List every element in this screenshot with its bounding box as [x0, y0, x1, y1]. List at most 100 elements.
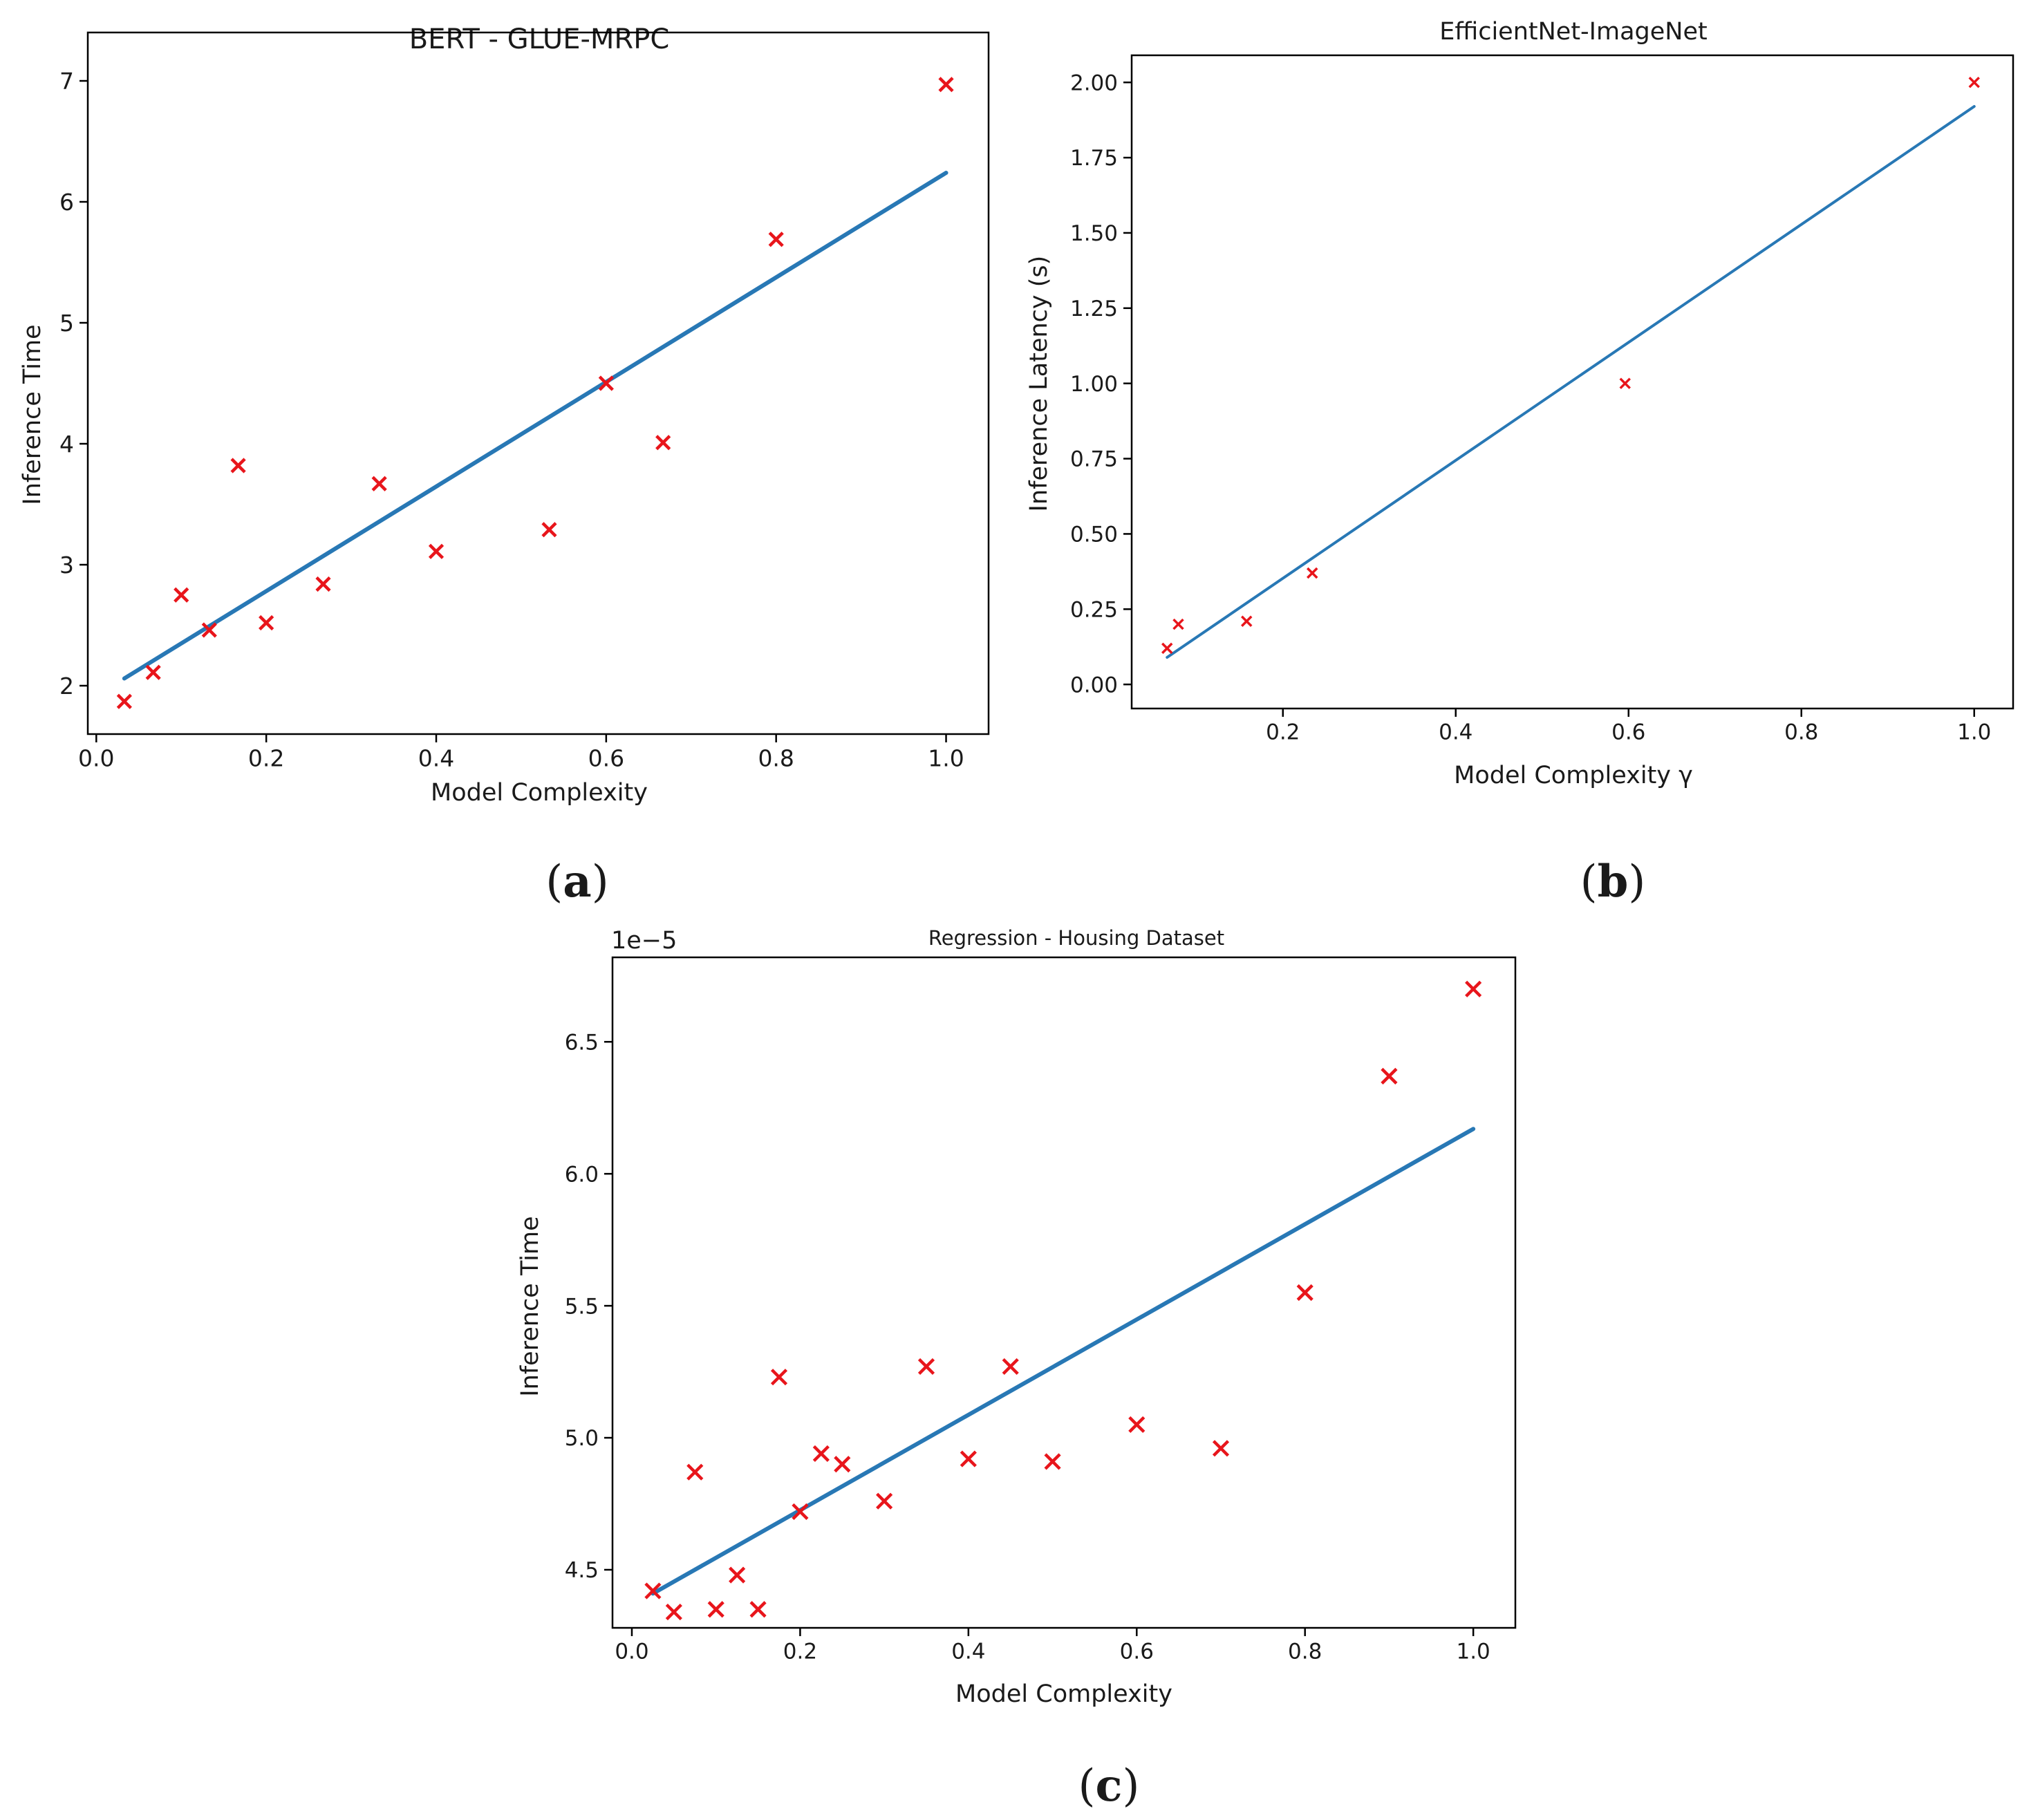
chart-a-point: [201, 622, 217, 638]
chart-b-point: [1172, 618, 1184, 630]
chart-c-title: Regression - Housing Dataset: [928, 926, 1224, 950]
chart-c-point: [749, 1601, 767, 1618]
chart-b-ytick-label: 0.25: [1070, 597, 1118, 622]
chart-a-point: [371, 476, 387, 491]
chart-c-ytick-label: 6.5: [565, 1030, 599, 1055]
chart-c-ytick-label: 5.0: [565, 1426, 599, 1451]
chart-a-xlabel: Model Complexity: [431, 779, 648, 807]
chart-b-point: [1307, 567, 1318, 579]
chart-c-point: [876, 1492, 893, 1510]
chart-a-ytick-label: 4: [59, 431, 74, 458]
chart-b-fit-line: [1166, 105, 1976, 659]
chart-c-xtick-label: 0.6: [1120, 1640, 1154, 1664]
chart-a-point: [116, 693, 132, 709]
chart-b-ytick-label: 1.75: [1070, 146, 1118, 171]
chart-a-xtick-label: 0.6: [588, 745, 624, 772]
chart-b-panel-label: (b): [1580, 856, 1646, 908]
chart-c-point: [770, 1369, 788, 1386]
chart-b-plot-frame: [1130, 54, 2014, 710]
chart-a-point: [938, 77, 954, 93]
chart-b-point: [1161, 642, 1173, 655]
chart-c-point: [1044, 1453, 1061, 1470]
chart-a-ytick-label: 2: [59, 673, 74, 700]
chart-a-xtick-label: 0.0: [78, 745, 114, 772]
chart-a-xtick-label: 0.2: [248, 745, 284, 772]
chart-a-point: [230, 458, 246, 473]
chart-b-xtick-label: 1.0: [1957, 720, 1991, 745]
chart-c-panel-label: (c): [1078, 1760, 1140, 1812]
chart-b-ytick-label: 1.00: [1070, 372, 1118, 397]
chart-c-point: [665, 1603, 682, 1621]
chart-c-xtick-label: 0.2: [783, 1640, 817, 1664]
chart-c-point: [1381, 1067, 1398, 1085]
chart-a-point: [655, 435, 671, 451]
chart-a-point: [259, 615, 274, 631]
chart-b-title: EfficientNet-ImageNet: [1439, 18, 1707, 46]
chart-a-point: [428, 543, 445, 559]
chart-c-point: [834, 1456, 851, 1473]
chart-a-point: [145, 664, 161, 680]
chart-c-xlabel: Model Complexity: [955, 1680, 1172, 1708]
chart-a-point: [598, 375, 614, 391]
chart-c-point: [707, 1601, 724, 1618]
chart-b-ylabel: Inference Latency (s): [1025, 256, 1053, 512]
chart-a: BERT - GLUE-MRPC Model Complexity Infere…: [19, 24, 990, 908]
chart-b-point: [1619, 377, 1631, 389]
chart-a-fit-line: [122, 171, 948, 681]
chart-c-plot-frame: [611, 956, 1517, 1629]
chart-c-point: [1128, 1416, 1146, 1434]
chart-c-point: [729, 1566, 746, 1584]
chart-a-xtick-label: 0.4: [418, 745, 454, 772]
chart-b-ytick-label: 1.50: [1070, 221, 1118, 246]
chart-b-ytick-label: 0.75: [1070, 447, 1118, 472]
chart-c-offset-label: 1e−5: [611, 927, 677, 955]
chart-a-title: BERT - GLUE-MRPC: [409, 24, 670, 55]
chart-c-xtick-label: 1.0: [1456, 1640, 1490, 1664]
chart-c-xtick-label: 0.0: [615, 1640, 648, 1664]
chart-a-ylabel: Inference Time: [19, 324, 46, 505]
chart-c-point: [1296, 1284, 1313, 1302]
chart-b-point: [1241, 615, 1253, 627]
chart-c: Regression - Housing Dataset 1e−5 Model …: [516, 926, 1517, 1812]
chart-b: EfficientNet-ImageNet Model Complexity γ…: [1025, 18, 2014, 908]
chart-a-panel-label: (a): [545, 856, 608, 908]
chart-b-ytick-label: 0.00: [1070, 673, 1118, 697]
chart-a-xtick-label: 0.8: [758, 745, 794, 772]
chart-b-xtick-label: 0.8: [1784, 720, 1818, 745]
chart-a-ytick-label: 7: [59, 68, 74, 95]
chart-b-ytick-label: 2.00: [1070, 71, 1118, 95]
chart-c-point: [917, 1358, 935, 1376]
chart-c-point: [792, 1503, 809, 1521]
chart-a-point: [768, 232, 784, 247]
chart-b-ytick-label: 1.25: [1070, 297, 1118, 321]
chart-c-point: [812, 1445, 830, 1463]
chart-c-xtick-label: 0.4: [951, 1640, 985, 1664]
chart-a-ytick-label: 3: [59, 552, 74, 579]
chart-b-ytick-label: 0.50: [1070, 523, 1118, 547]
chart-c-point: [960, 1450, 977, 1467]
chart-b-xtick-label: 0.2: [1266, 720, 1300, 745]
chart-a-plot-frame: [86, 31, 990, 735]
chart-c-ytick-label: 6.0: [565, 1162, 599, 1187]
chart-c-xtick-label: 0.8: [1288, 1640, 1322, 1664]
chart-a-point: [315, 576, 331, 592]
chart-c-ytick-label: 5.5: [565, 1294, 599, 1319]
chart-a-ytick-label: 5: [59, 310, 74, 337]
chart-c-ylabel: Inference Time: [516, 1216, 544, 1396]
chart-c-point: [1465, 980, 1482, 997]
chart-c-point: [644, 1582, 662, 1599]
chart-c-point: [1002, 1358, 1019, 1376]
chart-b-xtick-label: 0.6: [1611, 720, 1645, 745]
chart-a-point: [541, 522, 557, 538]
chart-c-fit-line: [651, 1127, 1476, 1596]
chart-b-xlabel: Model Complexity γ: [1454, 762, 1693, 789]
chart-c-point: [686, 1463, 704, 1481]
chart-a-xtick-label: 1.0: [928, 745, 964, 772]
chart-a-ytick-label: 6: [59, 189, 74, 216]
chart-b-xtick-label: 0.4: [1439, 720, 1472, 745]
chart-c-ytick-label: 4.5: [565, 1558, 599, 1583]
chart-b-point: [1968, 76, 1980, 88]
chart-c-point: [1212, 1440, 1230, 1457]
chart-a-point: [174, 587, 189, 603]
